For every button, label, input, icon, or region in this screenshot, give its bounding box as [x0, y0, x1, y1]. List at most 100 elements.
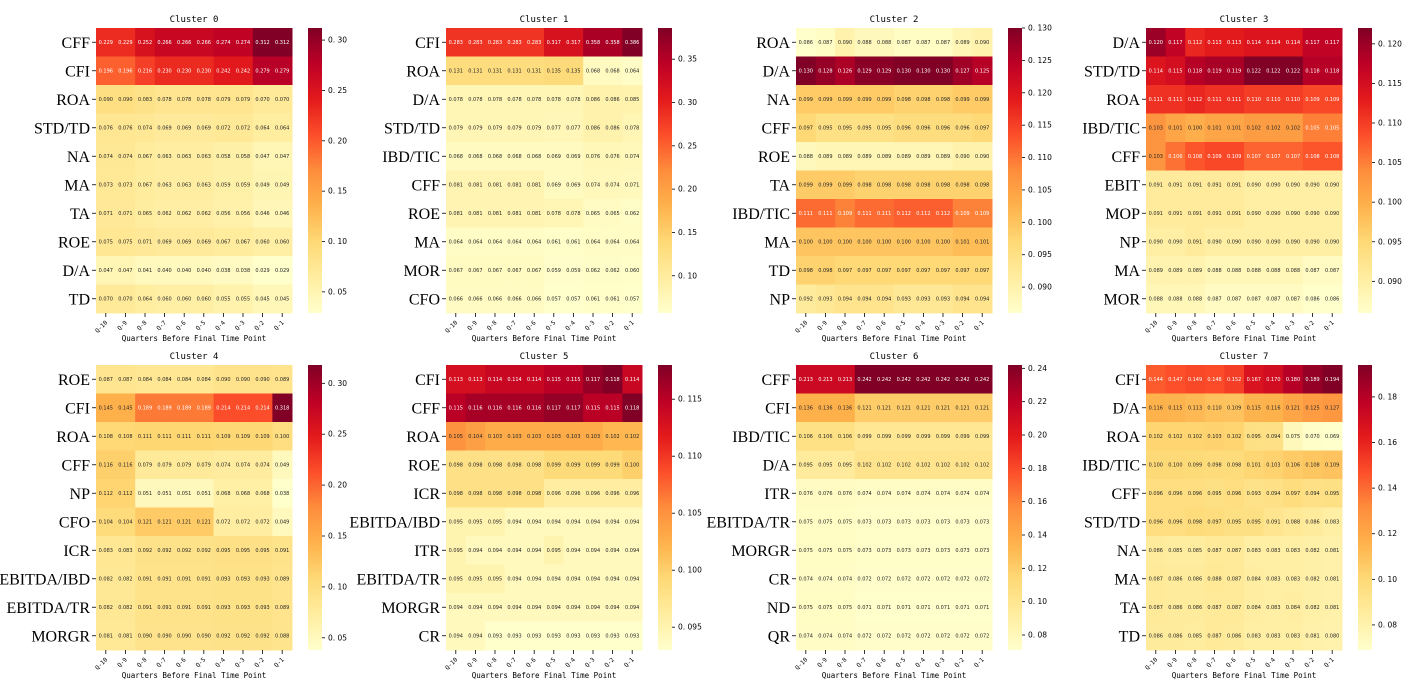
- heatmap-cell: [874, 170, 895, 200]
- heatmap-cell: [1146, 170, 1167, 200]
- cell-value-label: 0.113: [1207, 40, 1221, 46]
- heatmap-cell: [1263, 142, 1284, 171]
- heatmap-cell: [1283, 536, 1304, 565]
- cell-value-label: 0.112: [897, 211, 911, 217]
- heatmap-cell: [154, 256, 175, 285]
- heatmap-cell: [524, 56, 545, 86]
- heatmap-cell: [233, 142, 254, 171]
- x-tick-label: Q-1: [973, 656, 986, 669]
- colorbar-tick-label: 0. 095: [1028, 250, 1052, 259]
- cell-value-label: 0.092: [197, 548, 211, 554]
- heatmap-cell: [933, 393, 954, 423]
- heatmap-cell: [1204, 199, 1225, 228]
- cell-value-label: 0.098: [507, 463, 521, 469]
- heatmap-cell: [563, 85, 584, 114]
- cell-value-label: 0.091: [197, 577, 211, 583]
- heatmap-cell: [252, 393, 273, 423]
- cell-value-label: 0.094: [566, 577, 580, 583]
- cell-value-label: 0.069: [566, 183, 580, 189]
- cell-value-label: 0.099: [605, 463, 619, 469]
- cell-value-label: 0.091: [177, 605, 191, 611]
- y-tick-label: CFF: [62, 35, 91, 52]
- x-axis-label: Quarters Before Final Time Point: [822, 334, 967, 343]
- heatmap-cell: [174, 199, 195, 228]
- heatmap-cell: [174, 28, 195, 57]
- cell-value-label: 0.046: [275, 211, 289, 217]
- heatmap-cell: [602, 479, 623, 508]
- cell-value-label: 0.075: [799, 548, 813, 554]
- x-tick-label: Q-3: [934, 656, 947, 669]
- cell-value-label: 0.114: [488, 377, 502, 383]
- heatmap-cell: [602, 199, 623, 228]
- cell-value-label: 0.075: [818, 605, 832, 611]
- cell-value-label: 0.230: [157, 69, 171, 75]
- cell-value-label: 0.099: [897, 434, 911, 440]
- x-tick-label: Q-1: [1323, 656, 1336, 669]
- cell-value-label: 0.317: [566, 40, 580, 46]
- x-tick-label: Q-1: [1323, 319, 1336, 332]
- cell-value-label: 0.051: [177, 491, 191, 497]
- heatmap-cell: [194, 227, 215, 257]
- cell-value-label: 0.072: [916, 634, 930, 640]
- heatmap-cell: [1322, 422, 1343, 451]
- cell-value-label: 0.071: [936, 605, 950, 611]
- cell-value-label: 0.091: [1168, 183, 1182, 189]
- cell-value-label: 0.088: [1207, 268, 1221, 274]
- cell-value-label: 0.101: [1207, 126, 1221, 132]
- cell-value-label: 0.118: [605, 377, 619, 383]
- cell-value-label: 0.090: [1266, 211, 1280, 217]
- cell-value-label: 0.116: [118, 463, 132, 469]
- x-tick-label: Q-9: [1166, 656, 1179, 669]
- y-tick-label: CFF: [1112, 486, 1141, 503]
- cell-value-label: 0.063: [197, 183, 211, 189]
- colorbar-tick-label: 0. 10: [328, 582, 347, 591]
- cell-value-label: 0.057: [625, 297, 639, 303]
- cell-value-label: 0.086: [586, 126, 600, 132]
- heatmap-cell: [115, 507, 136, 537]
- cell-value-label: 0.213: [818, 377, 832, 383]
- cell-value-label: 0.116: [488, 406, 502, 412]
- cell-value-label: 0.126: [838, 69, 852, 75]
- cell-value-label: 0.073: [857, 520, 871, 526]
- cell-value-label: 0.078: [625, 126, 639, 132]
- heatmap-cell: [96, 85, 117, 114]
- cell-value-label: 0.118: [1305, 69, 1319, 75]
- heatmap-cell: [485, 28, 506, 57]
- cell-value-label: 0.098: [936, 183, 950, 189]
- heatmap-cell: [194, 28, 215, 57]
- heatmap-cell: [583, 507, 604, 537]
- cell-value-label: 0.230: [197, 69, 211, 75]
- heatmap-cell: [154, 284, 175, 314]
- colorbar-tick-label: 0. 25: [678, 141, 697, 150]
- heatmap-cell: [524, 536, 545, 565]
- heatmap-cell: [1146, 113, 1167, 143]
- cell-value-label: 0.094: [586, 605, 600, 611]
- cell-value-label: 0.091: [275, 548, 289, 554]
- x-tick-label: Q-5: [195, 319, 208, 332]
- heatmap-cell: [485, 536, 506, 565]
- cell-value-label: 0.069: [197, 126, 211, 132]
- y-tick-label: STD/TD: [384, 120, 440, 137]
- heatmap-cell: [602, 393, 623, 423]
- cell-value-label: 0.076: [99, 126, 113, 132]
- cell-value-label: 0.064: [586, 240, 600, 246]
- heatmap-cell: [796, 199, 817, 228]
- cell-value-label: 0.242: [936, 377, 950, 383]
- cell-value-label: 0.082: [1305, 577, 1319, 583]
- cell-value-label: 0.056: [216, 211, 230, 217]
- cell-value-label: 0.083: [1266, 548, 1280, 554]
- heatmap-cell: [622, 256, 643, 285]
- heatmap-cell: [233, 507, 254, 537]
- cell-value-label: 0.086: [605, 97, 619, 103]
- cell-value-label: 0.101: [955, 240, 969, 246]
- y-tick-label: ROE: [758, 149, 790, 166]
- cell-value-label: 0.069: [547, 154, 561, 160]
- cell-value-label: 0.112: [1188, 40, 1202, 46]
- cell-value-label: 0.090: [177, 634, 191, 640]
- cell-value-label: 0.073: [955, 520, 969, 526]
- cell-value-label: 0.131: [468, 69, 482, 75]
- heatmap-cell: [504, 393, 525, 423]
- y-tick-label: ITR: [414, 543, 440, 560]
- heatmap-cell: [1302, 536, 1323, 565]
- cell-value-label: 0.189: [138, 406, 152, 412]
